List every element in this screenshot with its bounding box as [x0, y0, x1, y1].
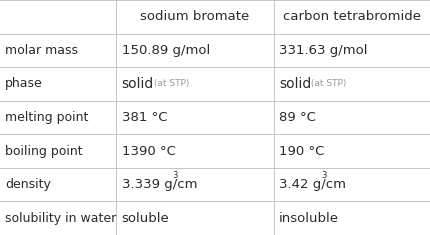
Text: 3.42 g/cm: 3.42 g/cm [278, 178, 345, 191]
Text: 331.63 g/mol: 331.63 g/mol [278, 44, 366, 57]
Text: boiling point: boiling point [5, 145, 83, 158]
Text: sodium bromate: sodium bromate [140, 10, 249, 23]
Text: 3.339 g/cm: 3.339 g/cm [121, 178, 197, 191]
Text: soluble: soluble [121, 212, 169, 225]
Text: melting point: melting point [5, 111, 88, 124]
Text: 150.89 g/mol: 150.89 g/mol [121, 44, 209, 57]
Text: solid: solid [278, 77, 310, 91]
Text: 381 °C: 381 °C [121, 111, 167, 124]
Text: 1390 °C: 1390 °C [121, 145, 175, 158]
Text: 3: 3 [172, 171, 177, 180]
Text: 89 °C: 89 °C [278, 111, 315, 124]
Text: density: density [5, 178, 51, 191]
Text: (at STP): (at STP) [150, 79, 189, 88]
Text: carbon tetrabromide: carbon tetrabromide [283, 10, 421, 23]
Text: (at STP): (at STP) [307, 79, 346, 88]
Text: molar mass: molar mass [5, 44, 78, 57]
Text: solid: solid [121, 77, 154, 91]
Text: phase: phase [5, 77, 43, 90]
Text: solubility in water: solubility in water [5, 212, 116, 225]
Text: 190 °C: 190 °C [278, 145, 323, 158]
Text: insoluble: insoluble [278, 212, 338, 225]
Text: 3: 3 [320, 171, 326, 180]
